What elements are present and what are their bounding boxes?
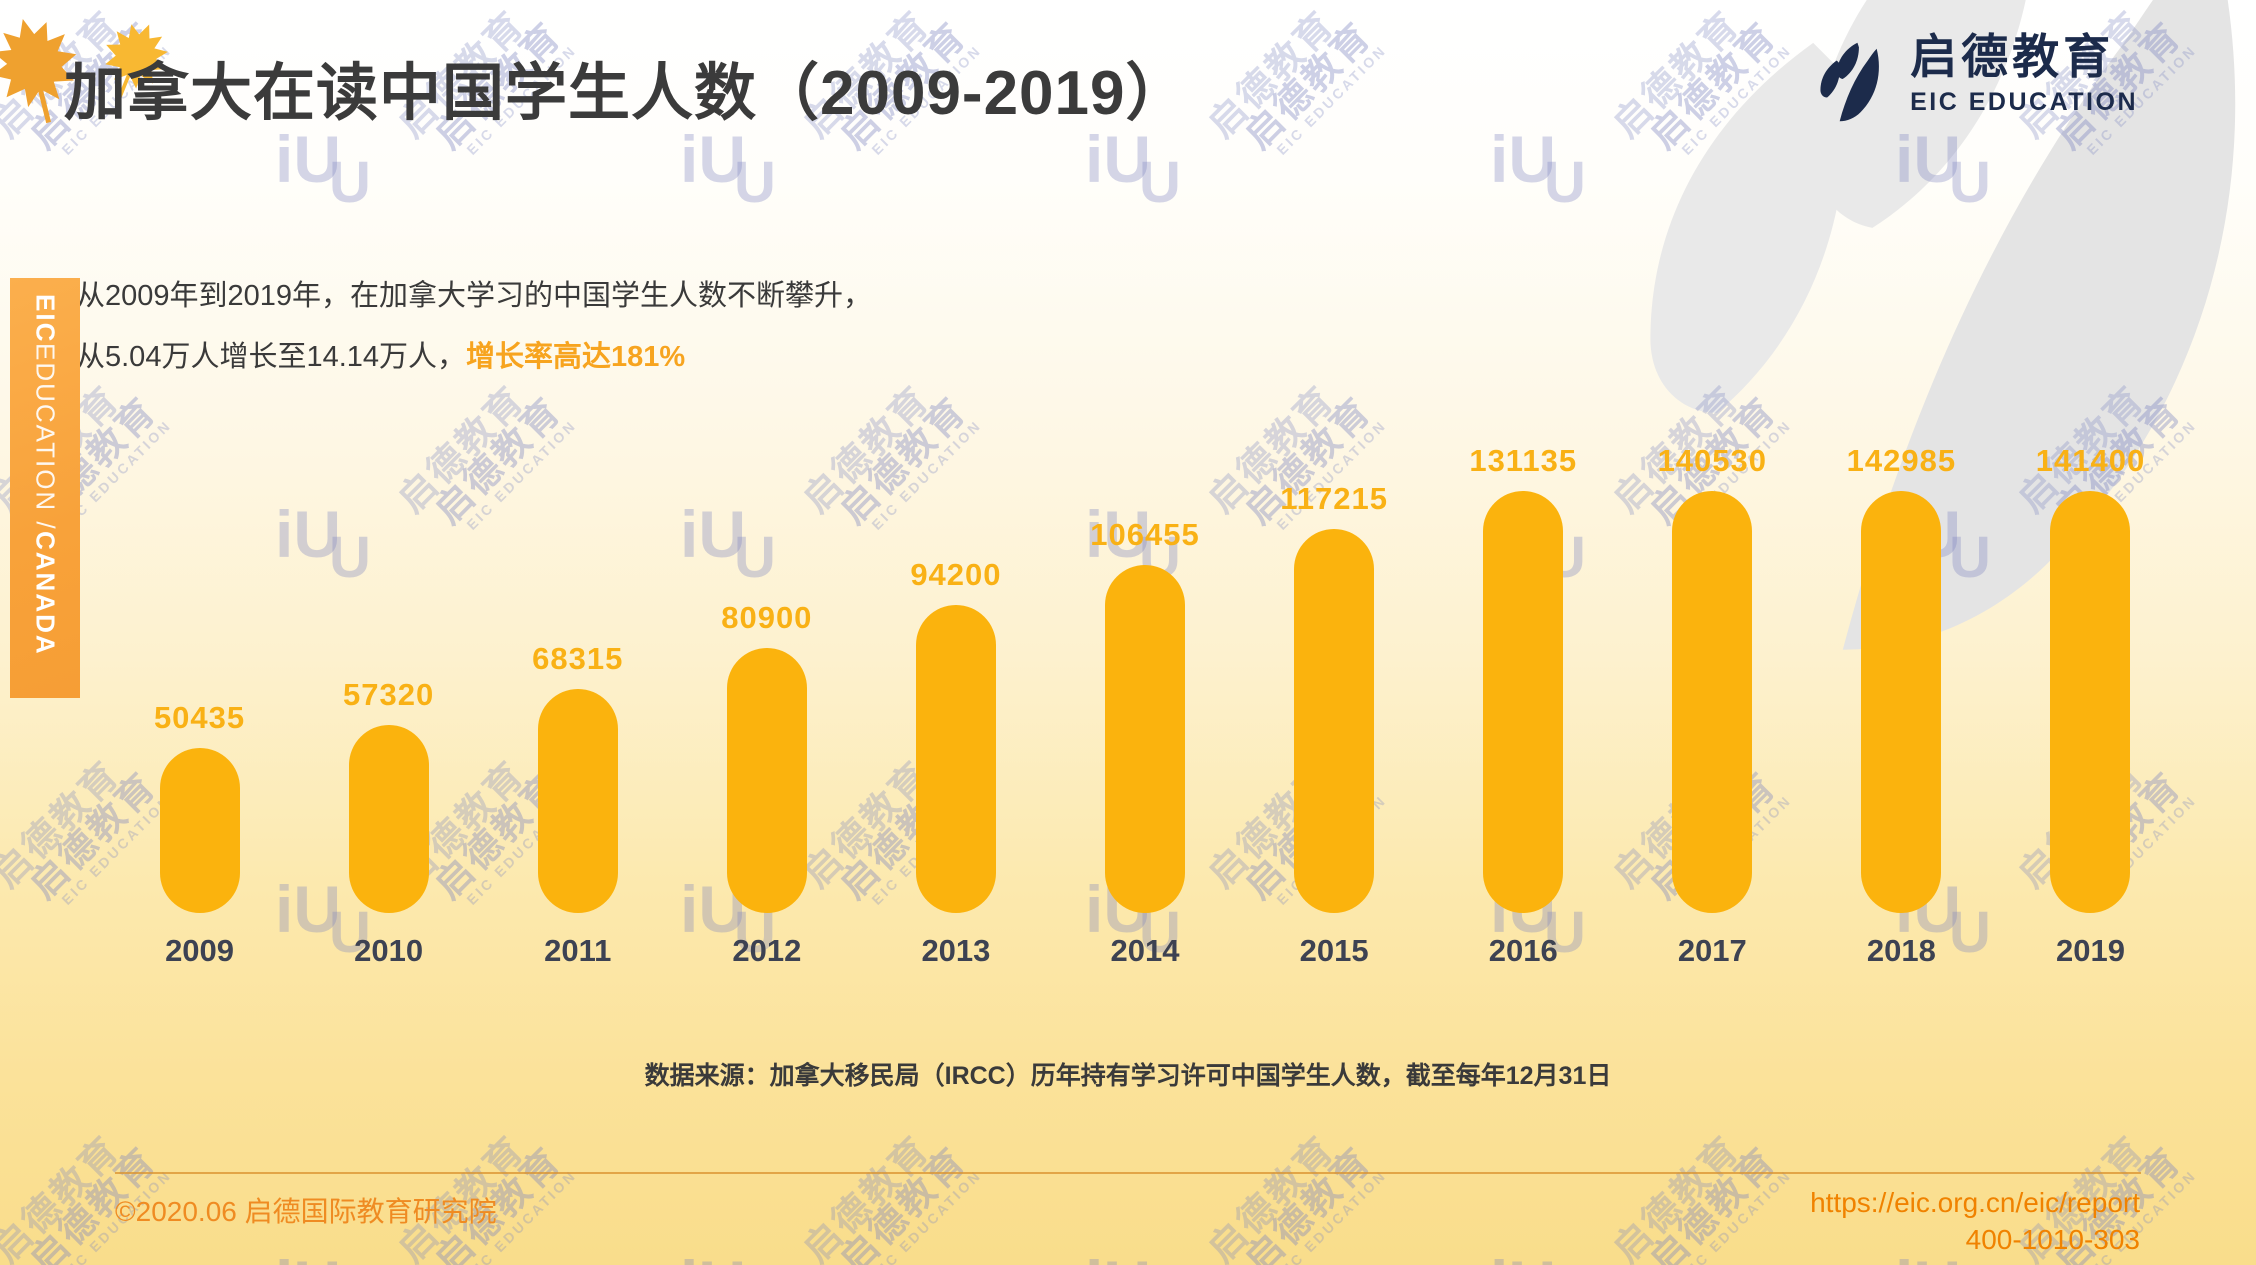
bar-value-label: 106455 <box>1090 517 1200 552</box>
bar-pill <box>1294 529 1375 913</box>
bar-column: 131135 2016 <box>1429 440 1618 975</box>
bar-value-label: 142985 <box>1846 443 1957 478</box>
bar-zone: 80900 <box>721 443 812 913</box>
bar-zone: 94200 <box>910 443 1001 913</box>
sidebar-tag: EIC EDUCATION / CANADA <box>10 278 80 698</box>
watermark-logo-glyph: iUU <box>1490 122 1586 215</box>
footer-phone: 400-1010-303 <box>1965 1224 2140 1255</box>
bar-pill <box>2050 491 2131 913</box>
source-note: 数据来源：加拿大移民局（IRCC）历年持有学习许可中国学生人数，截至每年12月3… <box>644 1062 1612 1090</box>
bar-zone: 140530 <box>1658 443 1767 913</box>
intro-line-2-text: 从5.04万人增长至14.14万人， <box>76 341 467 373</box>
bar-zone: 142985 <box>1847 443 1956 913</box>
bar-value-label: 141400 <box>2035 443 2146 478</box>
bar-category-label: 2015 <box>1299 933 1369 968</box>
bar-pill <box>1861 491 1942 913</box>
bar-column: 117215 2015 <box>1240 440 1429 975</box>
bar-zone: 141400 <box>2036 443 2145 913</box>
bar-value-label: 131135 <box>1469 443 1578 478</box>
bar-value-label: 94200 <box>910 557 1002 592</box>
sidebar-eic-label: EIC <box>30 294 61 344</box>
bar-zone: 57320 <box>343 443 434 913</box>
sidebar-canada-label: CANADA <box>30 530 61 656</box>
brand-logo-text: 启德教育 EIC EDUCATION <box>1910 30 2138 117</box>
watermark-logo-glyph: iUU <box>1490 1251 1598 1265</box>
bar-column: 142985 2018 <box>1807 440 1996 975</box>
bar-category-label: 2011 <box>544 933 612 968</box>
bar-category-label: 2018 <box>1866 933 1936 968</box>
bar-value-label: 117215 <box>1280 481 1388 516</box>
bar-category-label: 2010 <box>354 933 424 968</box>
maple-leaf-icon <box>0 19 77 124</box>
bar-column: 140530 2017 <box>1618 440 1807 975</box>
intro-line-1: 从2009年到2019年，在加拿大学习的中国学生人数不断攀升， <box>76 280 873 312</box>
bar-column: 50435 2009 <box>105 440 294 975</box>
watermark-logo-glyph: iUU <box>275 1251 383 1265</box>
bar-category-label: 2017 <box>1677 933 1747 968</box>
bar-category-label: 2012 <box>732 933 802 968</box>
bar-zone: 68315 <box>532 443 623 913</box>
bar-pill <box>726 648 807 913</box>
bar-category-label: 2013 <box>921 933 991 968</box>
bar-value-label: 80900 <box>721 600 813 635</box>
bar-column: 94200 2013 <box>861 440 1050 975</box>
watermark-logo-glyph: iUU <box>1085 122 1181 215</box>
footer-url: https://eic.org.cn/eic/report <box>1810 1187 2140 1218</box>
intro-line-2: 从5.04万人增长至14.14万人，增长率高达181% <box>76 333 685 375</box>
bar-category-label: 2016 <box>1488 933 1558 968</box>
bar-value-label: 68315 <box>532 641 624 676</box>
bar-column: 68315 2011 <box>483 440 672 975</box>
bar-value-label: 50435 <box>153 700 246 735</box>
bar-category-label: 2019 <box>2056 933 2125 968</box>
bar-chart: 50435 2009 57320 2010 68315 2011 80900 2012 9420… <box>105 440 2185 975</box>
bar-pill <box>348 725 429 913</box>
brand-logo: 启德教育 EIC EDUCATION <box>1816 30 2138 134</box>
bar-column: 141400 2019 <box>1996 440 2185 975</box>
footer-divider <box>115 1172 2141 1174</box>
bar-value-label: 140530 <box>1657 443 1768 478</box>
bar-zone: 117215 <box>1280 443 1388 913</box>
maple-leaf-icon <box>105 24 168 99</box>
footer-contact: https://eic.org.cn/eic/report 400-1010-3… <box>1810 1184 2140 1258</box>
bar-column: 57320 2010 <box>294 440 483 975</box>
bar-pill <box>1672 491 1753 913</box>
bar-pill <box>915 605 996 913</box>
eic-logo-icon <box>1820 42 1880 122</box>
bar-pill <box>1105 565 1185 913</box>
brand-name-cn: 启德教育 <box>1910 30 2115 83</box>
bar-category-label: 2014 <box>1110 933 1180 968</box>
bar-zone: 50435 <box>154 443 245 913</box>
watermark-logo-glyph: iUU <box>1085 1251 1193 1265</box>
growth-rate-highlight: 增长率高达181% <box>466 341 686 373</box>
bar-pill <box>537 689 618 913</box>
bar-zone: 131135 <box>1469 443 1577 913</box>
bar-category-label: 2009 <box>165 933 235 968</box>
watermark-logo-glyph: iUU <box>275 122 371 215</box>
brand-swoosh-graphic <box>1650 0 2236 650</box>
footer-copyright: ©2020.06 启德国际教育研究院 <box>115 1196 497 1227</box>
bar-pill <box>1483 491 1564 913</box>
watermark-logo-glyph: iUU <box>680 122 776 215</box>
bar-column: 80900 2012 <box>672 440 861 975</box>
bar-pill <box>159 748 240 913</box>
sidebar-education-label: EDUCATION / <box>30 343 61 531</box>
bar-value-label: 57320 <box>343 677 435 712</box>
brand-name-en: EIC EDUCATION <box>1910 88 2138 116</box>
bar-zone: 106455 <box>1090 443 1199 913</box>
bar-column: 106455 2014 <box>1050 440 1239 975</box>
watermark-logo-glyph: iUU <box>680 1251 788 1265</box>
page-title: 加拿大在读中国学生人数（2009-2019） <box>64 59 1189 128</box>
